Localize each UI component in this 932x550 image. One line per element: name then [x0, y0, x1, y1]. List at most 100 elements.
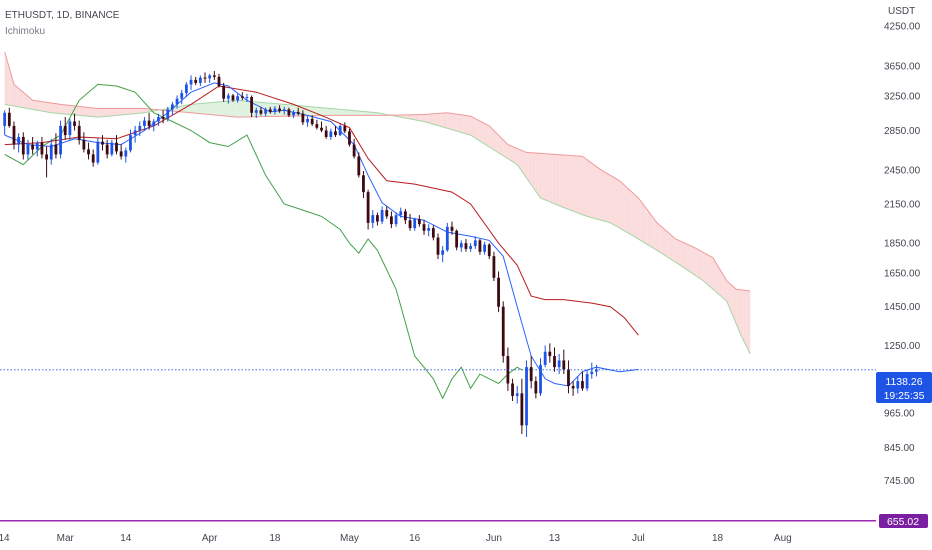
cloud-segment — [582, 156, 585, 216]
cloud-segment — [372, 112, 376, 116]
candle-body — [455, 230, 459, 248]
y-tick-label: 965.00 — [884, 408, 915, 419]
cloud-segment — [4, 52, 7, 105]
cloud-segment — [659, 224, 662, 254]
candle-body — [515, 393, 519, 396]
candle-body — [222, 85, 226, 99]
cloud-segment — [561, 154, 564, 208]
cloud-segment — [67, 105, 70, 115]
cloud-segment — [20, 90, 24, 108]
cloud-segment — [496, 132, 499, 153]
x-tick-label: Aug — [774, 533, 792, 544]
cloud-segment — [545, 153, 548, 201]
cloud-segment — [694, 247, 697, 277]
cloud-segment — [461, 114, 464, 133]
cloud-segment — [684, 243, 688, 270]
candle-body — [334, 131, 337, 136]
cloud-segment — [745, 290, 748, 350]
candle-body — [3, 112, 7, 126]
cloud-segment — [528, 152, 532, 185]
cloud-segment — [356, 110, 359, 116]
candle-body — [390, 216, 393, 225]
candle-body — [133, 130, 137, 136]
candle-body — [124, 150, 128, 157]
x-tick-label: 18 — [712, 533, 724, 544]
cloud-segment — [615, 178, 618, 227]
cloud-segment — [142, 108, 145, 113]
cloud-segment — [514, 147, 518, 165]
indicator-legend[interactable]: Ichimoku — [5, 26, 46, 37]
candle-body — [478, 240, 482, 252]
candle-body — [422, 224, 426, 231]
cloud-segment — [519, 149, 522, 171]
cloud-segment — [612, 176, 616, 226]
cloud-segment — [701, 251, 704, 282]
cloud-segment — [125, 108, 129, 115]
cloud-segment — [347, 110, 350, 116]
cloud-segment — [130, 108, 133, 115]
cloud-segment — [463, 115, 466, 134]
cloud-segment — [668, 232, 671, 260]
candle-body — [362, 175, 365, 193]
candle-body — [231, 95, 235, 101]
countdown-timer: 19:25:35 — [884, 390, 925, 402]
cloud-segment — [689, 245, 692, 274]
time-axis[interactable]: 14 Mar 14 Apr 18 May 16 Jun 13 Jul 18 Aug — [0, 520, 876, 544]
symbol-legend[interactable]: ETHUSDT, 1D, BINANCE — [5, 10, 120, 21]
price-axis[interactable]: USDT 4250.00 3650.00 3250.00 2850.00 2450.00… — [884, 6, 921, 487]
cloud-segment — [137, 108, 140, 114]
cloud-segment — [479, 121, 483, 143]
cloud-segment — [79, 106, 82, 116]
cloud-segment — [323, 107, 327, 116]
cloud-segment — [246, 101, 250, 117]
cloud-segment — [540, 153, 543, 199]
cloud-segment — [403, 114, 406, 118]
candle-body — [394, 215, 398, 225]
cloud-segment — [584, 158, 588, 217]
cloud-segment — [596, 166, 599, 220]
cloud-segment — [493, 130, 497, 151]
y-tick-label: 1850.00 — [884, 239, 921, 250]
candle-body — [236, 96, 240, 101]
cloud-segment — [500, 137, 504, 156]
cloud-segment — [219, 101, 222, 116]
cloud-segment — [312, 106, 315, 116]
candle-body — [315, 124, 319, 128]
candle-body — [161, 117, 165, 119]
cloud-segment — [193, 103, 196, 114]
cloud-segment — [622, 182, 625, 231]
candle-body — [143, 120, 146, 126]
cloud-segment — [470, 116, 473, 137]
cloud-segment — [556, 154, 560, 206]
cloud-segment — [314, 107, 317, 116]
candle-body — [45, 154, 48, 160]
candle-body — [166, 109, 170, 119]
cloud-segment — [228, 100, 231, 117]
cloud-segment — [573, 155, 576, 212]
cloud-segment — [717, 265, 720, 296]
cloud-segment — [477, 119, 480, 141]
candle-body — [198, 77, 202, 83]
cloud-segment — [738, 289, 741, 336]
cloud-segment — [132, 108, 136, 114]
candle-body — [59, 125, 62, 155]
cloud-segment — [230, 100, 233, 117]
cloud-segment — [342, 109, 345, 116]
cloud-segment — [687, 244, 690, 272]
cloud-segment — [617, 179, 620, 229]
cloud-segment — [107, 108, 110, 117]
candle-body — [539, 364, 542, 394]
cloud-segment — [424, 114, 427, 123]
cloud-segment — [18, 88, 21, 108]
cloud-segment — [23, 92, 26, 109]
cloud-segment — [253, 101, 257, 117]
cloud-segment — [549, 154, 553, 203]
candle-body — [338, 125, 342, 136]
cloud-segment — [214, 102, 217, 116]
cloud-segment — [475, 118, 478, 140]
candle-body — [427, 228, 431, 231]
cloud-segment — [111, 108, 115, 116]
candle-body — [595, 369, 598, 372]
